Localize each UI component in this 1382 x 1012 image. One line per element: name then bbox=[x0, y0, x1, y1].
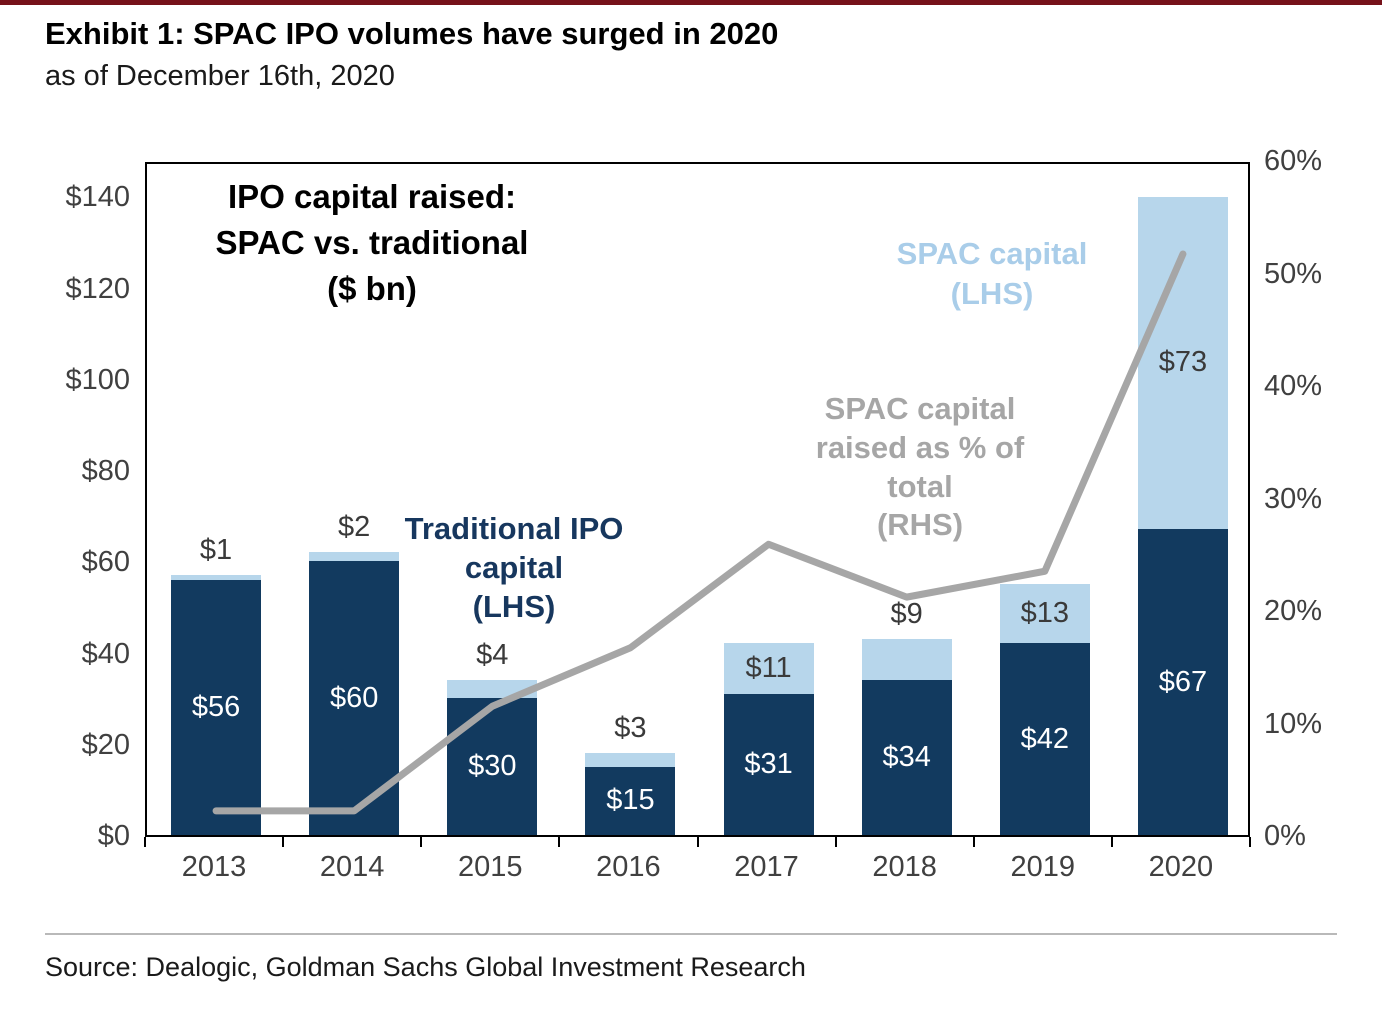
right-axis-label: 30% bbox=[1264, 482, 1323, 515]
spac-value-label-2016: $3 bbox=[614, 711, 647, 744]
bar-spac-2018 bbox=[861, 638, 952, 680]
right-axis-label: 50% bbox=[1264, 257, 1323, 290]
bar-spac-2015 bbox=[447, 679, 538, 699]
x-axis-tick bbox=[420, 837, 423, 847]
traditional-capital-series-label: Traditional IPO capital (LHS) bbox=[404, 511, 624, 624]
bar-spac-2019: $13 bbox=[999, 584, 1090, 644]
x-axis-tick bbox=[696, 837, 699, 847]
spac-value-label-2015: $4 bbox=[476, 638, 509, 671]
bar-traditional-2016: $15 bbox=[585, 766, 676, 835]
left-axis-label: $60 bbox=[81, 546, 130, 579]
spac-value-label-2020: $73 bbox=[1158, 346, 1208, 379]
pct-of-total-series-label: SPAC capital raised as % of total (RHS) bbox=[815, 391, 1025, 543]
left-axis-label: $120 bbox=[65, 272, 130, 305]
footer-divider bbox=[45, 933, 1337, 935]
bar-spac-2017: $11 bbox=[723, 643, 814, 694]
bar-traditional-2019: $42 bbox=[999, 643, 1090, 835]
left-axis-label: $0 bbox=[97, 820, 130, 852]
traditional-value-label-2017: $31 bbox=[744, 747, 793, 780]
bar-spac-2013 bbox=[171, 575, 262, 580]
spac-value-label-2013: $1 bbox=[199, 534, 233, 567]
bar-spac-2020: $73 bbox=[1137, 196, 1228, 530]
chart-inner-title: IPO capital raised: SPAC vs. traditional… bbox=[215, 178, 529, 308]
x-axis-tick bbox=[1249, 837, 1251, 847]
exhibit-title: Exhibit 1: SPAC IPO volumes have surged … bbox=[45, 16, 779, 51]
bar-traditional-2020: $67 bbox=[1137, 529, 1228, 835]
left-axis-label: $140 bbox=[65, 181, 130, 214]
traditional-value-label-2018: $34 bbox=[882, 740, 931, 773]
traditional-value-label-2019: $42 bbox=[1020, 722, 1069, 755]
bar-spac-2016 bbox=[585, 752, 676, 767]
source-text: Source: Dealogic, Goldman Sachs Global I… bbox=[45, 952, 806, 982]
top-border-rule bbox=[0, 0, 1382, 5]
x-axis-tick bbox=[144, 837, 146, 847]
traditional-value-label-2014: $60 bbox=[329, 681, 379, 714]
spac-value-label-2019: $13 bbox=[1020, 597, 1069, 630]
exhibit-subtitle: as of December 16th, 2020 bbox=[45, 60, 395, 92]
x-axis-tick bbox=[558, 837, 561, 847]
x-axis-tick bbox=[1110, 837, 1113, 847]
spac-value-label-2018: $9 bbox=[890, 597, 923, 630]
right-axis-label: 10% bbox=[1264, 707, 1323, 740]
spac-value-label-2017: $11 bbox=[745, 652, 792, 685]
x-axis-label-2013: 2013 bbox=[181, 851, 247, 883]
left-axis-label: $80 bbox=[81, 455, 130, 488]
x-axis-tick bbox=[282, 837, 285, 847]
x-axis-tick bbox=[972, 837, 975, 847]
x-axis-label-2014: 2014 bbox=[319, 851, 385, 883]
traditional-value-label-2013: $56 bbox=[191, 690, 241, 723]
bar-traditional-2015: $30 bbox=[447, 698, 538, 835]
x-axis-label-2016: 2016 bbox=[596, 851, 661, 883]
traditional-value-label-2015: $30 bbox=[468, 750, 517, 783]
traditional-value-label-2020: $67 bbox=[1158, 665, 1208, 698]
right-axis-label: 0% bbox=[1264, 820, 1306, 852]
x-axis-label-2018: 2018 bbox=[872, 851, 937, 883]
traditional-value-label-2016: $15 bbox=[606, 784, 655, 817]
left-axis-label: $20 bbox=[81, 728, 130, 761]
right-axis-label: 60% bbox=[1264, 145, 1323, 177]
left-axis-label: $100 bbox=[65, 363, 130, 396]
x-axis-label-2019: 2019 bbox=[1010, 851, 1076, 883]
left-axis-label: $40 bbox=[81, 637, 130, 670]
x-axis-tick bbox=[834, 837, 837, 847]
x-axis-label-2020: 2020 bbox=[1148, 851, 1214, 883]
x-axis-label-2017: 2017 bbox=[734, 851, 799, 883]
right-axis-label: 20% bbox=[1264, 595, 1323, 627]
bar-traditional-2017: $31 bbox=[723, 693, 814, 835]
x-axis-label-2015: 2015 bbox=[458, 851, 523, 883]
bar-traditional-2013: $56 bbox=[171, 579, 262, 835]
right-axis-label: 40% bbox=[1264, 370, 1323, 402]
spac-capital-series-label: SPAC capital (LHS) bbox=[896, 236, 1088, 312]
bar-traditional-2018: $34 bbox=[861, 679, 952, 835]
plot-area: IPO capital raised: SPAC vs. traditional… bbox=[145, 162, 1250, 837]
